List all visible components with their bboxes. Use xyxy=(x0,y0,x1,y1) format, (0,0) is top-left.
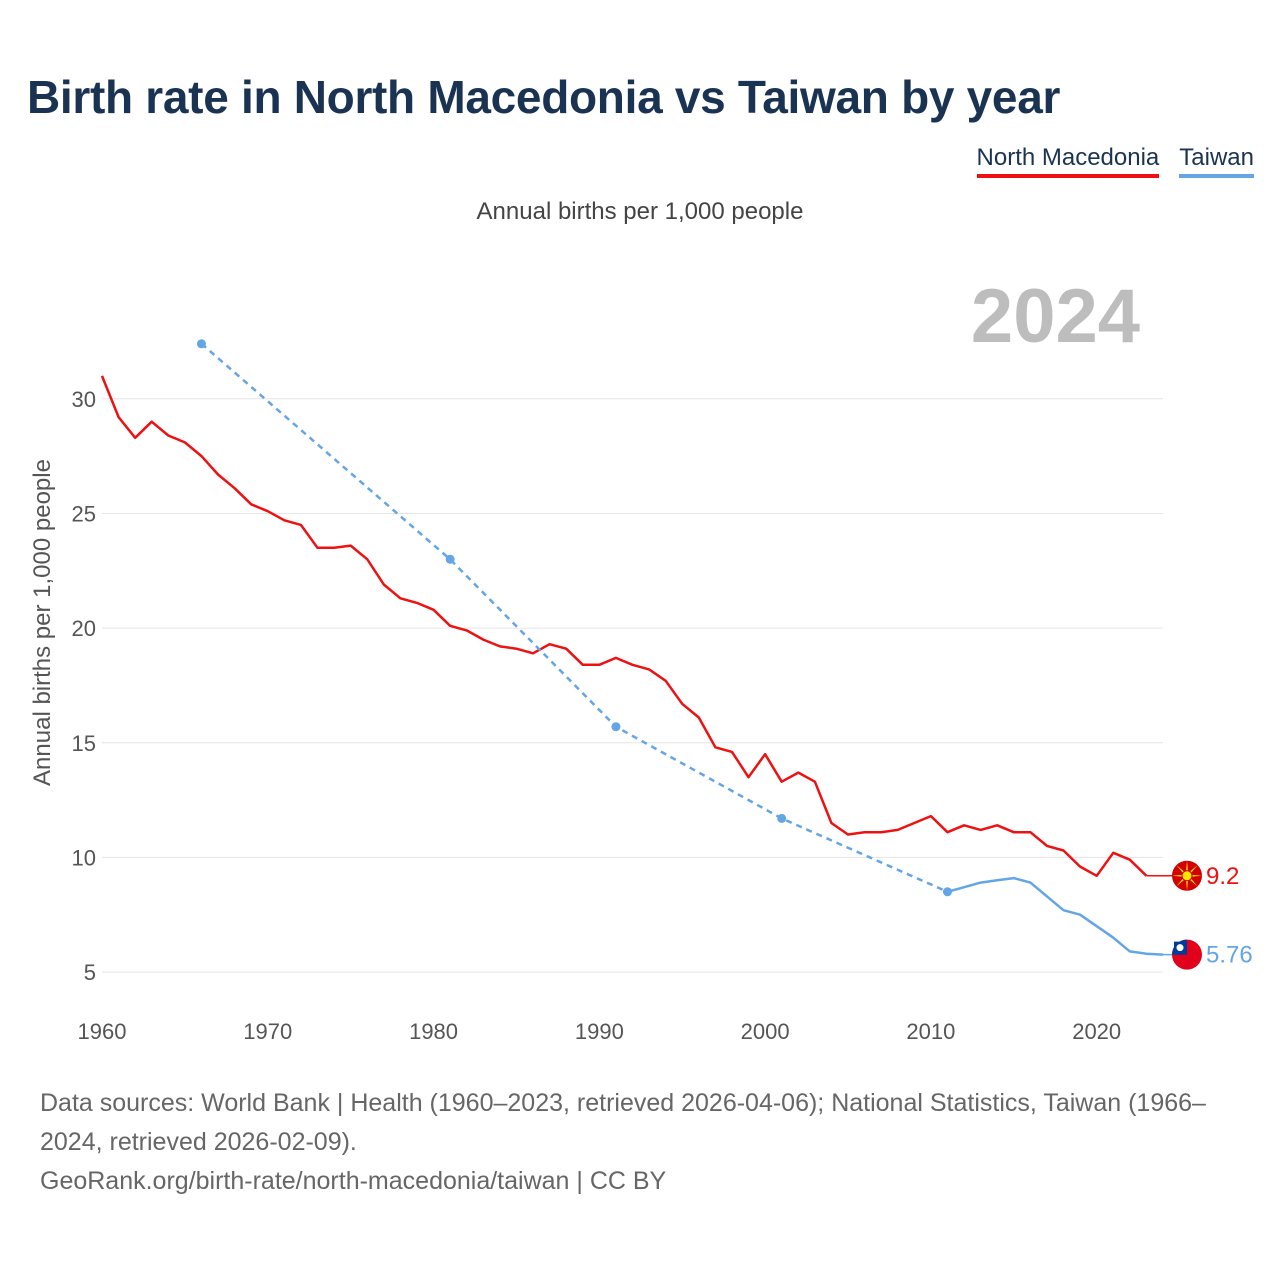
y-axis-label: Annual births per 1,000 people xyxy=(29,459,56,786)
legend-item-taiwan[interactable]: Taiwan xyxy=(1179,144,1254,178)
sun-ray-shape xyxy=(1176,878,1185,887)
legend: North Macedonia Taiwan xyxy=(976,144,1254,178)
legend-item-north-macedonia[interactable]: North Macedonia xyxy=(976,144,1160,178)
chart-subtitle: Annual births per 1,000 people xyxy=(476,198,804,225)
x-tick-label-1990: 1990 xyxy=(575,1019,624,1044)
taiwan-point-1966 xyxy=(196,339,206,349)
x-tick-label-2020: 2020 xyxy=(1072,1019,1121,1044)
year-label: 2024 xyxy=(971,274,1140,359)
y-tick-label-20: 20 xyxy=(72,616,96,641)
x-tick-label-1980: 1980 xyxy=(409,1019,458,1044)
x-tick-label-2010: 2010 xyxy=(906,1019,955,1044)
sun-ray-shape xyxy=(1172,874,1183,877)
sun-ray-shape xyxy=(1189,865,1198,873)
chart-title: Birth rate in North Macedonia vs Taiwan … xyxy=(27,71,1061,123)
data-sources: Data sources: World Bank | Health (1960–… xyxy=(40,1089,1206,1156)
y-tick-label-30: 30 xyxy=(72,387,96,412)
taiwan-sun-shape xyxy=(1176,944,1184,952)
line-chart: 5 10 15 20 25 30 1960 1970 1980 1990 2000 2010 2020 A… xyxy=(29,274,1253,1044)
taiwan-line xyxy=(947,876,1164,956)
credit-link[interactable]: GeoRank.org/birth-rate/north-macedonia/t… xyxy=(40,1167,667,1195)
footer: Data sources: World Bank | Health (1960–… xyxy=(40,1084,1250,1201)
x-tick-label-1960: 1960 xyxy=(78,1019,127,1044)
x-tick-label-2000: 2000 xyxy=(741,1019,790,1044)
sun-ray-shape xyxy=(1191,874,1202,877)
y-tick-label-5: 5 xyxy=(84,960,96,985)
y-tick-label-25: 25 xyxy=(72,501,96,526)
taiwan-point-2001 xyxy=(777,813,787,823)
taiwan-end-value-label: 5.76 xyxy=(1206,942,1253,969)
taiwan-point-1991 xyxy=(611,722,621,732)
sun-ray-shape xyxy=(1189,878,1198,887)
sun-disc-shape xyxy=(1181,870,1193,882)
taiwan-dashed-line xyxy=(200,342,949,893)
y-tick-label-10: 10 xyxy=(72,845,96,870)
sun-ray-shape xyxy=(1186,880,1188,891)
north-macedonia-line xyxy=(100,375,1148,878)
taiwan-point-1981 xyxy=(445,554,455,564)
north-macedonia-end-value-label: 9.2 xyxy=(1206,863,1239,890)
y-tick-label-15: 15 xyxy=(72,731,96,756)
x-tick-label-1970: 1970 xyxy=(243,1019,292,1044)
taiwan-point-2011 xyxy=(942,887,952,897)
sun-ray-shape xyxy=(1176,865,1185,873)
sun-ray-shape xyxy=(1186,860,1188,871)
